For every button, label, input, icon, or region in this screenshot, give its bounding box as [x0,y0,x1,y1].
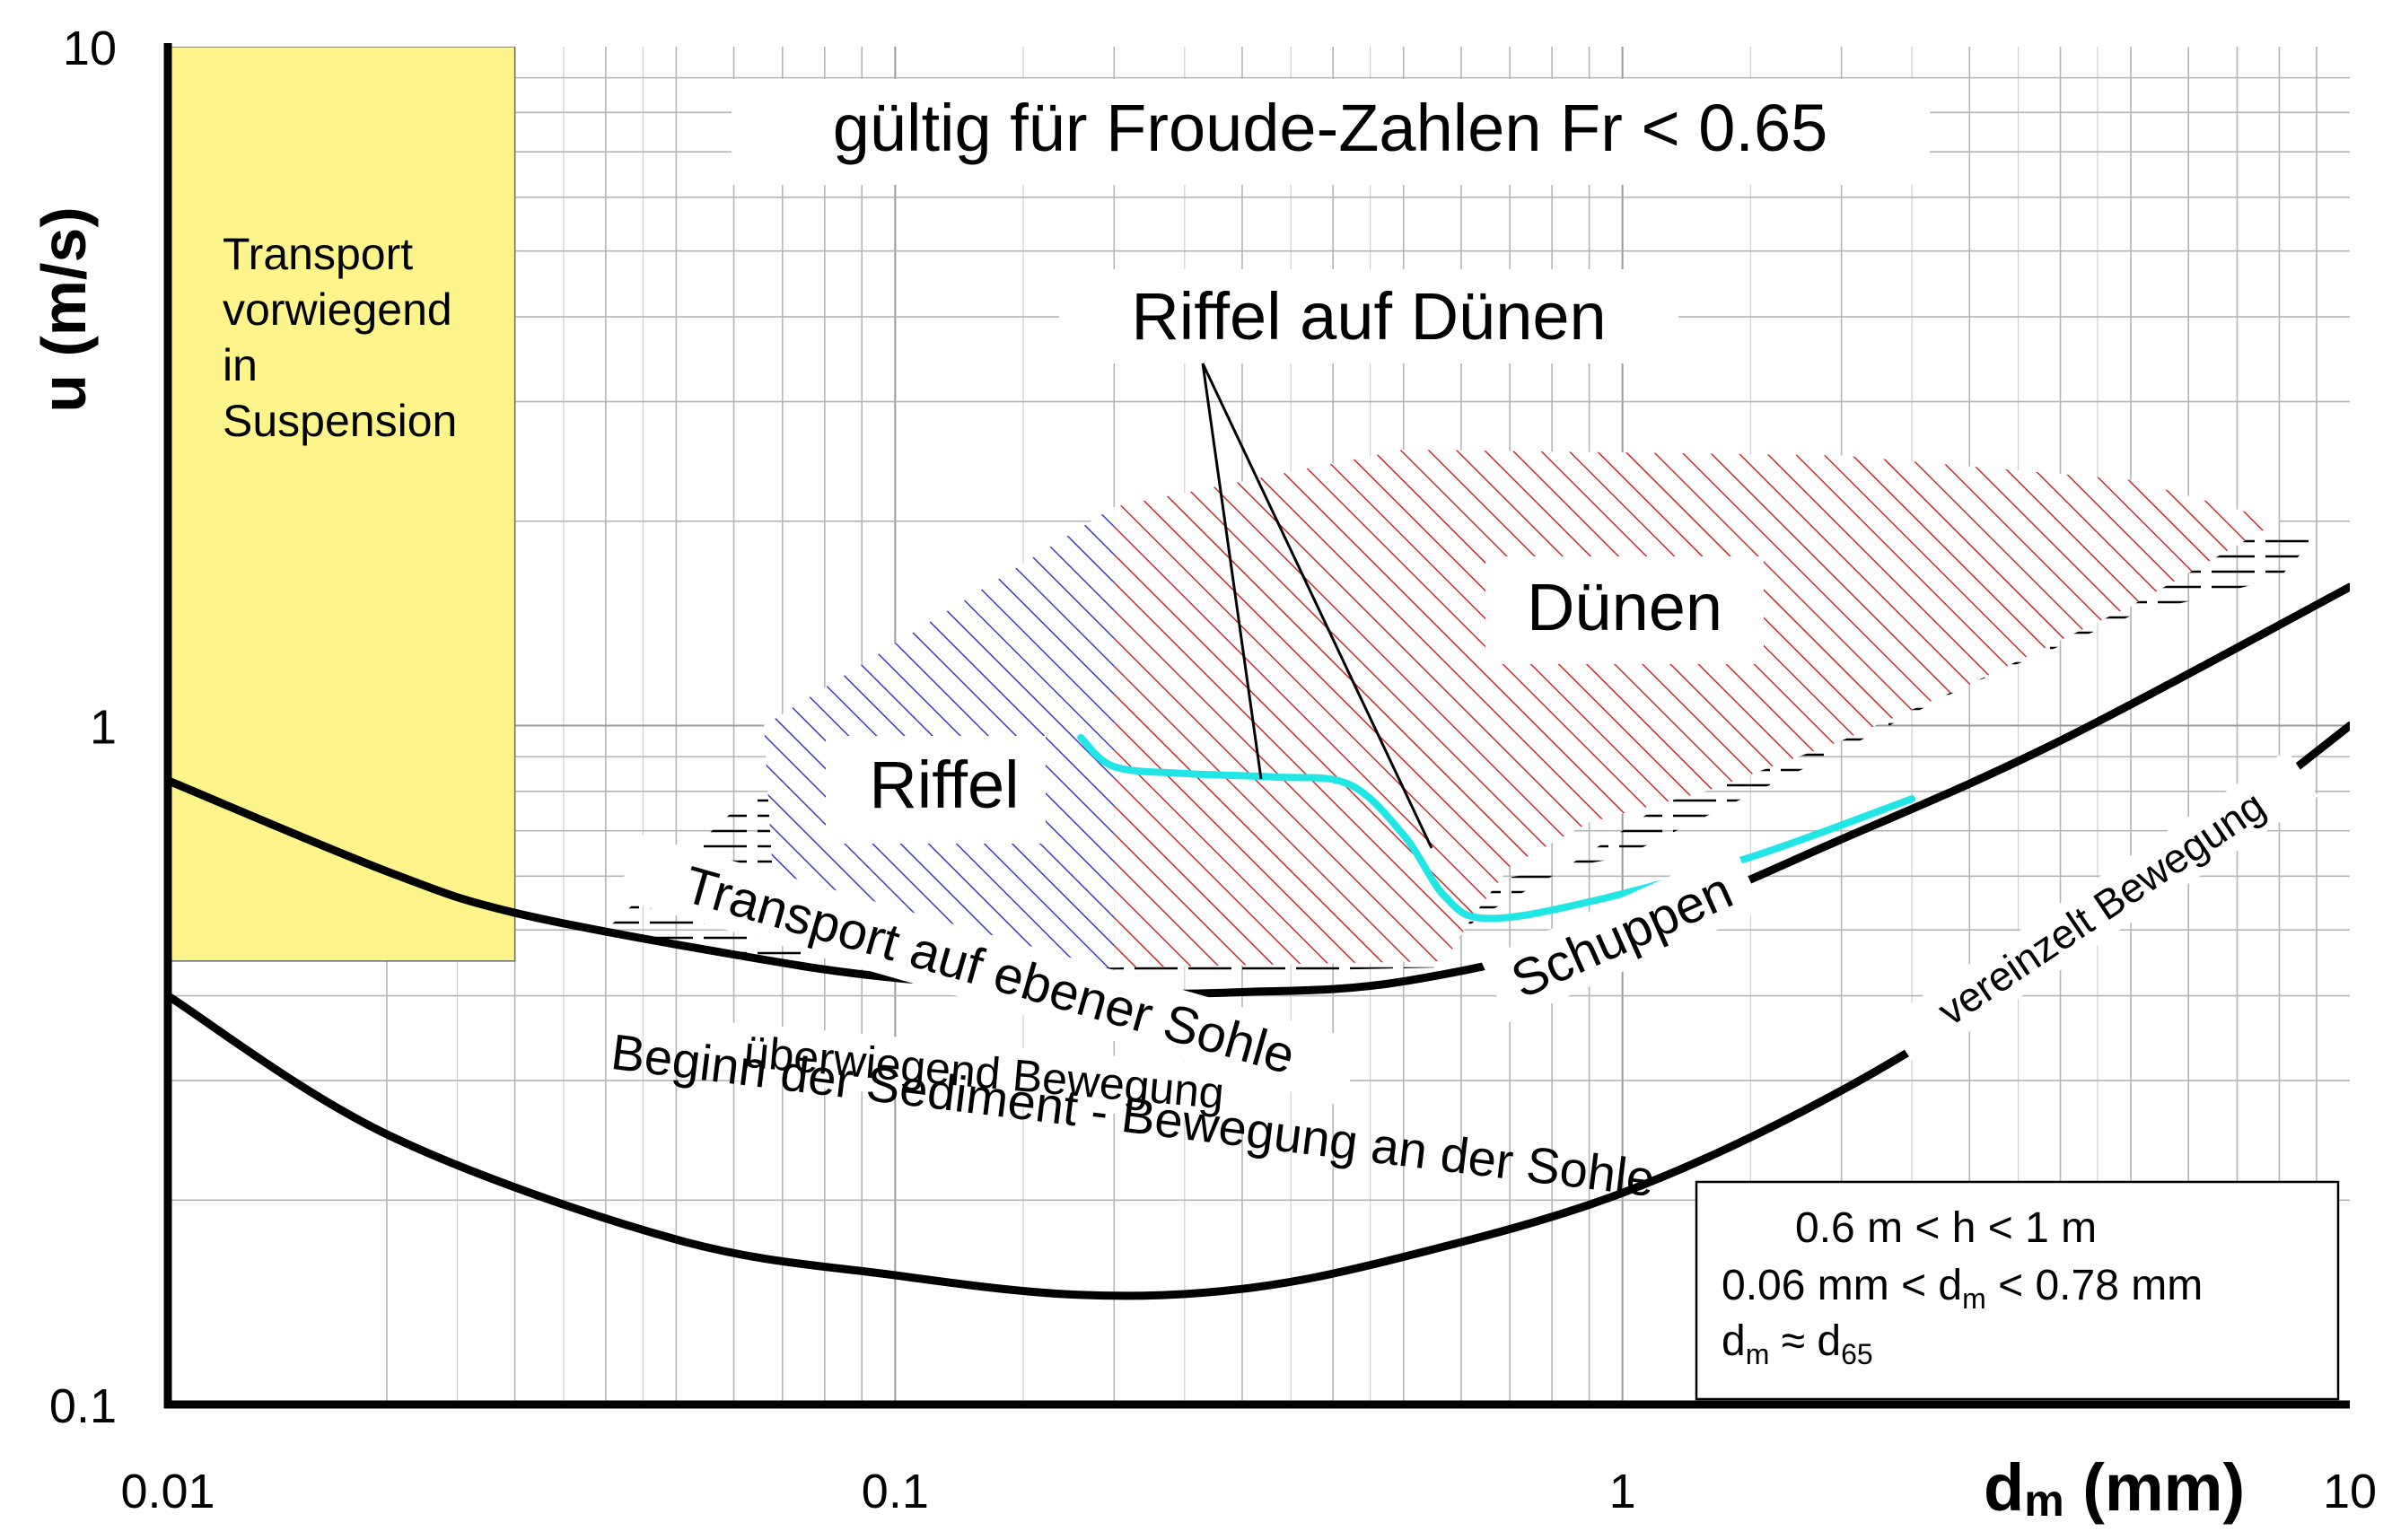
legend-line-2: 0.06 mm < dm < 0.78 mm [1722,1262,2203,1315]
curve-ebene-sohle [168,582,2350,998]
x-tick-label: 1 [1609,1465,1636,1518]
y-axis-label: u (m/s) [29,206,99,412]
legend-line-3-b: ≈ d [1769,1317,1841,1365]
suspension-line-4: Suspension [223,396,457,446]
pointer-line-2 [1201,363,1433,849]
x-axis-label-sub: m [2024,1475,2063,1526]
legend-box: 0.6 m < h < 1 m 0.06 mm < dm < 0.78 mm d… [1695,1180,2340,1401]
duenen-box [1485,556,1764,664]
x-tick-label: 0.01 [120,1465,215,1518]
legend-line-3: dm ≈ d65 [1722,1317,1873,1370]
riffel-label: Riffel [869,748,1019,822]
x-tick-label: 0.1 [862,1465,929,1518]
y-tick-label: 1 [90,701,117,755]
title-box [732,79,1930,185]
riffel-box [826,736,1046,844]
x-axis-label-main: d [1984,1450,2024,1525]
suspension-region [168,47,516,962]
legend-line-3-sub-a: m [1746,1338,1770,1370]
suspension-line-2: vorwiegend [223,284,452,335]
x-axis-label-unit: (mm) [2064,1450,2245,1525]
axes [163,43,2350,1409]
y-tick-label: 10 [63,22,117,75]
legend-line-3-sub-b: 65 [1841,1338,1873,1370]
riffel-auf-duenen-label: Riffel auf Dünen [1131,279,1606,354]
suspension-line-3: in [223,340,258,390]
y-tick-label: 0.1 [49,1379,117,1433]
legend-line-3-a: d [1722,1317,1746,1365]
x-axis-label: dm (mm) [1984,1450,2245,1526]
suspension-annotation: Transport vorwiegend in Suspension [223,229,457,446]
riffel-auf-duenen-box [1059,269,1678,363]
pointer-line-1 [1201,363,1263,780]
legend-line-2-a: 0.06 mm < d [1722,1262,1962,1309]
x-tick-label: 10 [2323,1465,2377,1518]
suspension-line-1: Transport [223,229,413,279]
chart-title: gültig für Froude-Zahlen Fr < 0.65 [833,91,1828,165]
legend-line-1: 0.6 m < h < 1 m [1795,1204,2097,1252]
legend-line-2-sub: m [1962,1282,1986,1315]
legend-line-2-b: < 0.78 mm [1986,1262,2203,1309]
duenen-label: Dünen [1527,570,1722,644]
